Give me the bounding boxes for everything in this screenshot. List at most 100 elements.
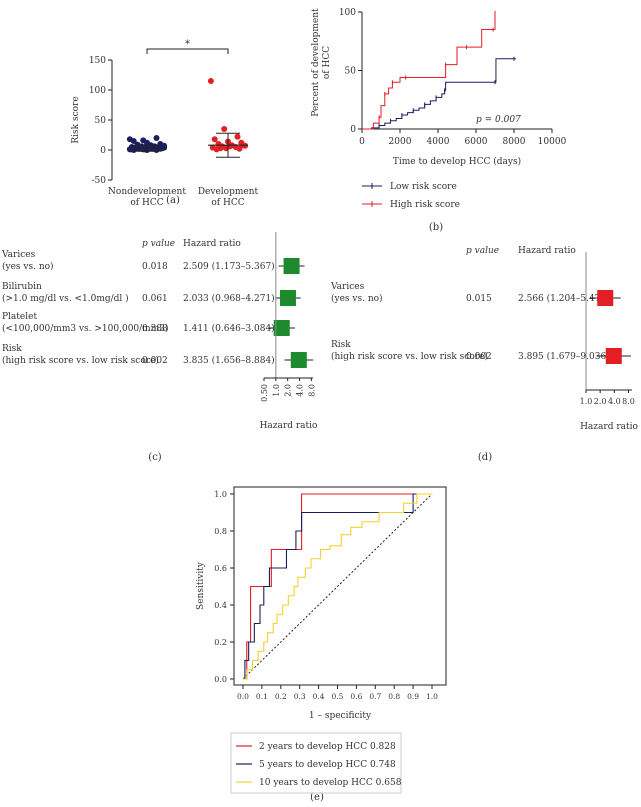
data-point	[217, 145, 224, 152]
x-tick-label: 0.50	[260, 384, 269, 402]
hr-marker	[605, 348, 622, 364]
x-axis-label: 1 – specificity	[309, 711, 372, 721]
y-axis-label: of HCC	[322, 46, 332, 79]
diagonal-reference-line	[242, 493, 433, 680]
data-point	[207, 78, 214, 84]
row-hazard-ratio: 2.566 (1.204–5.472)	[518, 293, 610, 304]
x-tick-label: 0.9	[407, 692, 419, 701]
panel-label-c: (c)	[148, 452, 162, 463]
row-hazard-ratio: 3.835 (1.656–8.884)	[183, 355, 275, 366]
legend-label: 10 years to develop HCC 0.658	[259, 778, 402, 788]
y-tick-label: 100	[339, 8, 356, 18]
x-category-label: Nondevelopment	[108, 187, 186, 197]
x-tick-label: 0.2	[275, 692, 287, 701]
roc-series-line	[243, 493, 432, 680]
y-tick-label: 0	[100, 146, 106, 156]
x-tick-label: 0.3	[294, 692, 306, 701]
y-tick-label: 100	[89, 86, 106, 96]
panel-b-cumulative-incidence: 0 50 100 0 2000 4000 6000 8000 10000 Time to deve…	[311, 8, 567, 210]
x-tick-label: 0	[359, 137, 365, 147]
row-hazard-ratio: 2.509 (1.173–5.367)	[183, 261, 275, 272]
x-tick-label: 0.0	[237, 692, 249, 701]
col-header-hazard-ratio: Hazard ratio	[518, 246, 576, 256]
x-category-label: of HCC	[130, 198, 163, 208]
row-sublabel: (yes vs. no)	[2, 261, 54, 272]
y-axis-label: Sensitivity	[196, 561, 206, 610]
significance-bracket	[146, 48, 229, 54]
x-tick-label: 1.0	[580, 397, 593, 406]
data-point	[236, 145, 243, 152]
panel-label-d: (d)	[478, 452, 492, 463]
y-tick-label: 0.6	[214, 564, 227, 573]
data-point	[234, 133, 241, 140]
x-tick-label: 4.0	[608, 397, 621, 406]
data-point	[155, 145, 162, 152]
x-axis-label: Time to develop HCC (days)	[393, 156, 521, 167]
km-series-line	[362, 10, 496, 130]
x-tick-label: 2000	[389, 137, 412, 147]
x-tick-label: 8.0	[307, 384, 316, 397]
row-label: Varices	[1, 250, 36, 260]
x-tick-label: 4000	[427, 137, 450, 147]
p-value-annotation: p = 0.007	[476, 115, 521, 125]
row-sublabel: (>1.0 mg/dl vs. <1.0mg/dl )	[2, 293, 129, 304]
plot-frame	[233, 486, 447, 686]
significance-star: *	[185, 39, 190, 50]
x-category-label: of HCC	[211, 198, 244, 208]
legend-label: High risk score	[390, 200, 460, 210]
x-axis-label: Hazard ratio	[580, 422, 638, 432]
y-tick-label: 0.4	[214, 601, 227, 610]
y-axis-label: Risk score	[71, 96, 81, 143]
legend-label: Low risk score	[390, 182, 457, 192]
data-point	[211, 136, 218, 143]
x-tick-label: 2.0	[284, 384, 293, 397]
y-axis-label: Percent of development	[311, 8, 321, 117]
y-tick-label: 0.2	[214, 638, 227, 647]
roc-series-line	[243, 493, 432, 680]
panel-c-forest-plot: p value Hazard ratio Varices(yes vs. no) 0.…	[1, 232, 317, 431]
hr-marker	[290, 352, 307, 368]
row-label: Risk	[331, 340, 351, 350]
x-tick-label: 1.0	[272, 384, 281, 397]
row-hazard-ratio: 3.895 (1.679–9.036)	[518, 351, 610, 362]
row-sublabel: (<100,000/mm3 vs. >100,000/mm3)	[2, 323, 168, 334]
y-tick-label: 0	[350, 125, 356, 135]
row-label: Varices	[330, 282, 365, 292]
x-tick-label: 10000	[538, 137, 567, 147]
data-point	[221, 126, 228, 132]
row-pvalue: 0.061	[142, 294, 168, 304]
row-sublabel: (high risk score vs. low risk score)	[331, 351, 488, 362]
row-label: Bilirubin	[2, 282, 42, 292]
row-pvalue: 0.388	[142, 324, 168, 334]
y-tick-label: 50	[345, 67, 357, 77]
x-tick-label: 0.5	[332, 692, 344, 701]
row-pvalue: 0.018	[142, 262, 168, 272]
x-tick-label: 0.7	[369, 692, 381, 701]
data-point	[130, 138, 137, 144]
y-tick-label: 0.0	[214, 675, 227, 684]
row-hazard-ratio: 2.033 (0.968–4.271)	[183, 293, 275, 304]
y-tick-label: 0.8	[214, 527, 227, 536]
x-tick-label: 0.8	[388, 692, 400, 701]
panel-label-a: (a)	[166, 195, 180, 206]
x-tick-label: 8.0	[622, 397, 635, 406]
km-series-line	[362, 58, 516, 130]
x-tick-label: 0.6	[350, 692, 362, 701]
col-header-pvalue: p value	[466, 246, 499, 256]
hr-marker	[283, 258, 300, 274]
row-pvalue: 0.002	[466, 352, 492, 362]
x-tick-label: 8000	[503, 137, 526, 147]
y-tick-label: 1.0	[214, 490, 227, 499]
panel-e-roc-curve: 0.0 0.2 0.4 0.6 0.8 1.0 0.0 0.1 0.2 0.3 0.4 0.5 0.6 0…	[196, 486, 447, 794]
legend-label: 5 years to develop HCC 0.748	[259, 760, 396, 770]
col-header-hazard-ratio: Hazard ratio	[183, 239, 241, 249]
legend-box	[230, 732, 402, 794]
row-pvalue: 0.015	[466, 294, 492, 304]
hr-marker	[279, 290, 296, 306]
panel-label-b: (b)	[429, 222, 443, 233]
row-label: Platelet	[2, 312, 37, 322]
hr-marker	[273, 320, 290, 336]
x-tick-label: 2.0	[594, 397, 607, 406]
